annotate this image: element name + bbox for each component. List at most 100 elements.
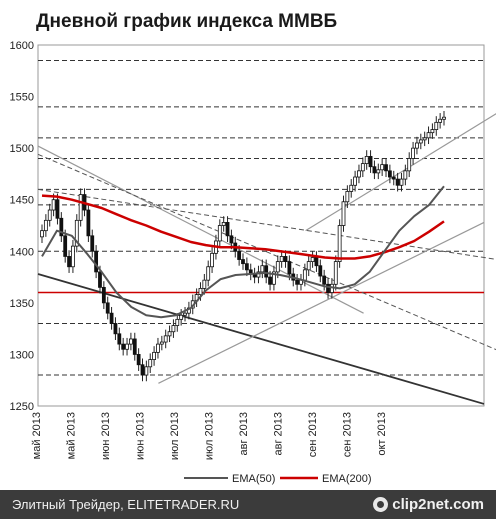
candle-body-19 bbox=[113, 323, 118, 335]
candle-body-89 bbox=[384, 164, 388, 172]
candle-body-3 bbox=[51, 199, 56, 211]
y-tick-label-7: 1600 bbox=[10, 40, 34, 52]
candle-body-30 bbox=[156, 343, 160, 353]
x-tick-label-8: сен 2013 bbox=[307, 412, 319, 457]
x-tick-label-4: июл 2013 bbox=[169, 412, 181, 460]
candle-body-62 bbox=[279, 256, 284, 263]
x-tick-label-6: авг 2013 bbox=[238, 412, 250, 456]
candle-body-100 bbox=[426, 132, 431, 139]
candle-body-53 bbox=[244, 263, 249, 271]
candle-body-12 bbox=[86, 209, 91, 237]
y-tick-label-2: 1350 bbox=[10, 298, 34, 310]
x-tick-label-5: июл 2013 bbox=[204, 412, 216, 460]
candle-body-88 bbox=[380, 164, 385, 171]
candle-body-63 bbox=[283, 256, 288, 263]
candle-body-66 bbox=[295, 279, 300, 285]
y-tick-label-5: 1500 bbox=[10, 143, 34, 155]
candle-body-101 bbox=[430, 129, 435, 134]
trend-line-0 bbox=[37, 273, 485, 405]
candle-body-26 bbox=[140, 364, 145, 376]
x-tick-label-7: авг 2013 bbox=[273, 412, 285, 456]
legend-ema200-label: EMA(200) bbox=[322, 473, 372, 485]
candle-body-7 bbox=[67, 256, 71, 268]
y-tick-label-0: 1250 bbox=[10, 401, 34, 413]
x-tick-label-2: июн 2013 bbox=[100, 412, 112, 460]
chart-title: Дневной график индекса ММВБ bbox=[36, 11, 337, 32]
candle-body-42 bbox=[202, 279, 207, 289]
candle-body-18 bbox=[109, 312, 114, 324]
candle-body-25 bbox=[136, 354, 141, 366]
candle-body-13 bbox=[90, 235, 95, 252]
candle-body-28 bbox=[148, 359, 153, 368]
candle-body-86 bbox=[372, 166, 377, 174]
candle-body-84 bbox=[364, 155, 369, 165]
candle-body-15 bbox=[98, 271, 102, 288]
candle-body-4 bbox=[55, 199, 60, 219]
candle-body-20 bbox=[117, 333, 122, 345]
candle-body-73 bbox=[322, 275, 327, 285]
trend-line-4 bbox=[37, 153, 496, 351]
candle-body-82 bbox=[357, 170, 361, 178]
candle-body-81 bbox=[353, 176, 357, 186]
candle-body-78 bbox=[341, 201, 346, 226]
x-tick-label-10: окт 2013 bbox=[376, 412, 388, 456]
candle-body-43 bbox=[206, 266, 211, 281]
candle-body-14 bbox=[94, 250, 99, 273]
candle-body-77 bbox=[337, 225, 342, 262]
candle-body-58 bbox=[264, 265, 269, 278]
candle-body-92 bbox=[395, 178, 400, 186]
candle-body-69 bbox=[306, 261, 311, 271]
candle-body-48 bbox=[225, 222, 230, 237]
brand-logo: clip2net.com bbox=[373, 496, 484, 513]
trend-line-2 bbox=[305, 113, 496, 232]
candle-body-83 bbox=[360, 163, 365, 172]
candle-body-99 bbox=[422, 137, 427, 141]
candle-body-41 bbox=[198, 288, 203, 296]
candle-body-31 bbox=[159, 341, 164, 345]
candle-body-46 bbox=[217, 225, 222, 242]
candle-body-44 bbox=[210, 252, 214, 268]
candle-body-33 bbox=[167, 331, 172, 337]
chart: Дневной график индекса ММВБ 1250 1300 1350… bbox=[10, 11, 496, 485]
candle-body-29 bbox=[152, 351, 156, 360]
candle-body-32 bbox=[163, 335, 168, 343]
x-tick-label-1: май 2013 bbox=[66, 412, 78, 459]
footer-source: Элитный Трейдер, ELITETRADER.RU bbox=[12, 497, 240, 512]
candle-body-5 bbox=[59, 217, 64, 237]
candle-body-10 bbox=[78, 194, 83, 221]
candle-body-79 bbox=[345, 191, 350, 203]
candle-body-93 bbox=[399, 178, 404, 186]
footer-bar: Элитный Трейдер, ELITETRADER.RU clip2net… bbox=[0, 490, 496, 519]
candle-body-85 bbox=[368, 155, 373, 168]
candle-body-72 bbox=[318, 265, 323, 277]
candle-body-1 bbox=[43, 219, 48, 232]
candle-body-102 bbox=[434, 121, 439, 130]
candle-body-57 bbox=[260, 265, 265, 273]
candle-body-68 bbox=[302, 269, 307, 281]
x-tick-label-3: июн 2013 bbox=[135, 412, 147, 460]
candle-body-97 bbox=[415, 142, 419, 149]
candle-body-103 bbox=[438, 118, 443, 123]
candle-body-17 bbox=[105, 302, 110, 314]
candle-body-49 bbox=[229, 235, 234, 244]
candle-body-96 bbox=[411, 147, 415, 159]
x-tick-label-0: май 2013 bbox=[31, 412, 43, 459]
candle-body-47 bbox=[221, 222, 226, 226]
plot-frame bbox=[37, 44, 485, 407]
candle-body-36 bbox=[179, 314, 184, 320]
legend: EMA(50) EMA(200) bbox=[184, 473, 372, 485]
candle-body-23 bbox=[129, 338, 133, 345]
clip2net-icon bbox=[373, 497, 389, 512]
candle-body-87 bbox=[376, 169, 381, 174]
candle-body-37 bbox=[183, 312, 187, 316]
candle-body-60 bbox=[272, 271, 276, 285]
y-tick-label-3: 1400 bbox=[10, 246, 34, 258]
y-tick-label-4: 1450 bbox=[10, 195, 34, 207]
y-tick-label-1: 1300 bbox=[10, 349, 34, 361]
candle-body-90 bbox=[387, 170, 392, 178]
candle-body-64 bbox=[287, 261, 292, 275]
candle-body-94 bbox=[403, 170, 408, 180]
candle-body-104 bbox=[442, 116, 446, 120]
legend-ema50-label: EMA(50) bbox=[232, 473, 275, 485]
candle-body-34 bbox=[171, 325, 176, 333]
